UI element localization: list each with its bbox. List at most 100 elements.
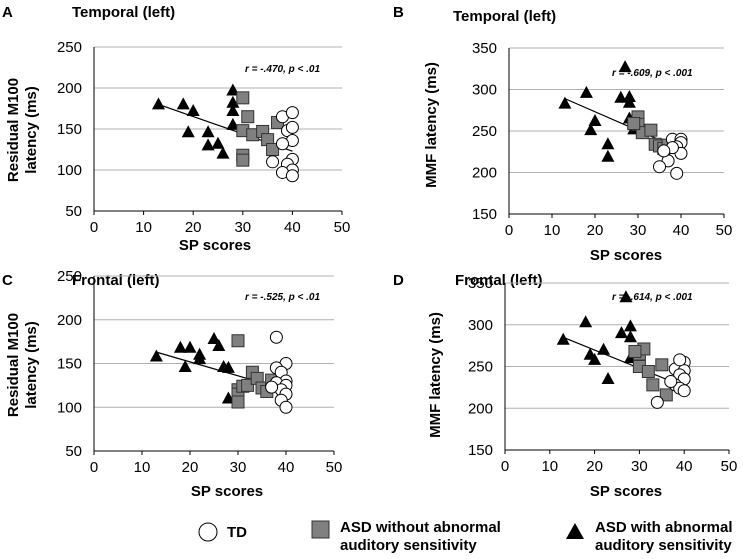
- x-tick-label-d: 40: [676, 458, 693, 475]
- panel-b: B Temporal (left) r = -.609, p < .001 MM…: [393, 4, 732, 264]
- panel-c: C Frontal (left) r = -.525, p < .01 Resi…: [2, 268, 342, 500]
- legend-label-td: TD: [227, 524, 247, 541]
- asd-with-point-a: [226, 95, 240, 108]
- asd-with-point-c: [212, 339, 226, 351]
- asd-without-point-d: [655, 358, 669, 372]
- x-tick-label-d: 50: [721, 458, 738, 475]
- x-tick-label-d: 0: [501, 458, 509, 475]
- asd-with-point-b: [601, 149, 615, 162]
- td-point-d: [673, 353, 687, 367]
- y-tick-label-c: 250: [57, 268, 82, 285]
- y-axis-label-c-line1: Residual M100: [5, 313, 22, 417]
- td-point-a: [285, 106, 299, 120]
- x-tick-label-d: 30: [631, 458, 648, 475]
- asd-with-point-d: [588, 352, 602, 365]
- td-point-b: [657, 144, 671, 158]
- asd-with-point-b: [614, 90, 628, 103]
- asd-without-point-a: [236, 153, 250, 167]
- x-tick-label-a: 0: [90, 219, 98, 236]
- panel-a: A Temporal (left) r = -.470, p < .01 Res…: [2, 4, 350, 254]
- y-axis-label-a-line2: latency (ms): [23, 86, 40, 174]
- asd-with-point-a: [151, 97, 165, 110]
- y-tick-label-a: 100: [57, 162, 82, 179]
- asd-with-point-c: [221, 360, 235, 373]
- td-point-a: [266, 155, 280, 169]
- asd-with-point-a: [201, 138, 215, 151]
- asd-without-point-d: [646, 378, 660, 392]
- y-tick-label-d: 350: [468, 275, 493, 292]
- y-tick-label-c: 100: [57, 399, 82, 416]
- x-tick-label-a: 30: [234, 219, 251, 236]
- x-axis-label-c: SP scores: [191, 483, 263, 500]
- asd-with-point-a: [226, 103, 240, 116]
- x-tick-label-a: 50: [334, 219, 351, 236]
- x-tick-label-c: 40: [278, 459, 295, 476]
- asd-with-point-c: [173, 340, 187, 353]
- asd-without-point-c: [231, 395, 245, 409]
- asd-with-point-b: [584, 123, 598, 136]
- asd-with-point-b: [618, 60, 632, 73]
- x-tick-label-c: 50: [326, 459, 343, 476]
- y-tick-label-c: 200: [57, 312, 82, 329]
- asd-with-point-c: [149, 349, 163, 362]
- y-tick-label-b: 350: [472, 40, 497, 57]
- asd-without-point-c: [231, 334, 245, 348]
- asd-with-point-c: [183, 340, 197, 353]
- asd-with-point-d: [623, 319, 637, 332]
- asd-with-point-b: [588, 114, 602, 127]
- asd-without-point-b: [627, 117, 641, 131]
- legend-item-asd-without: ASD without abnormal auditory sensitivit…: [311, 519, 501, 554]
- panel-d: D Frontal (left) r = -.614, p < .001 MMF…: [393, 272, 737, 500]
- x-tick-label-c: 0: [90, 459, 98, 476]
- y-tick-label-c: 150: [57, 356, 82, 373]
- legend-item-td: TD: [198, 522, 247, 542]
- y-tick-label-b: 150: [472, 206, 497, 223]
- x-tick-label-c: 20: [182, 459, 199, 476]
- y-axis-label-a-line1: Residual M100: [5, 78, 22, 182]
- x-axis-label-b: SP scores: [590, 247, 662, 264]
- legend-label-asd-with-line1: ASD with abnormal: [595, 519, 733, 536]
- x-tick-label-a: 20: [185, 219, 202, 236]
- x-tick-label-c: 30: [230, 459, 247, 476]
- asd-with-point-a: [226, 83, 240, 96]
- asd-with-point-a: [216, 146, 230, 159]
- x-tick-label-d: 10: [541, 458, 558, 475]
- td-point-d: [650, 395, 664, 409]
- y-tick-label-a: 200: [57, 80, 82, 97]
- td-point-a: [275, 137, 289, 151]
- panel-letter-b: B: [393, 4, 404, 21]
- x-axis-label-d: SP scores: [590, 483, 662, 500]
- stat-annotation-a: r = -.470, p < .01: [245, 64, 320, 75]
- asd-without-point-b: [644, 123, 658, 137]
- asd-without-point-d: [641, 365, 655, 379]
- x-tick-label-b: 40: [673, 222, 690, 239]
- panel-title-b: Temporal (left): [453, 8, 556, 25]
- asd-with-point-a: [181, 125, 195, 138]
- asd-without-point-c: [241, 378, 255, 392]
- y-tick-label-d: 200: [468, 400, 493, 417]
- legend-marker-td: [198, 522, 218, 542]
- asd-with-point-b: [579, 85, 593, 98]
- stat-annotation-d: r = -.614, p < .001: [612, 292, 693, 303]
- x-tick-label-d: 20: [586, 458, 603, 475]
- y-tick-label-a: 150: [57, 121, 82, 138]
- asd-with-point-a: [226, 117, 240, 130]
- x-tick-label-b: 50: [716, 222, 733, 239]
- x-tick-label-a: 10: [135, 219, 152, 236]
- x-tick-label-a: 40: [284, 219, 301, 236]
- asd-without-point-d: [628, 344, 642, 358]
- td-point-c: [269, 330, 283, 344]
- panel-letter-d: D: [393, 272, 404, 289]
- stat-annotation-b: r = -.609, p < .001: [612, 68, 693, 79]
- panel-title-d: Frontal (left): [455, 272, 543, 289]
- y-tick-label-d: 250: [468, 359, 493, 376]
- legend-label-asd-without-line1: ASD without abnormal: [340, 519, 501, 536]
- td-point-d: [677, 384, 691, 398]
- asd-without-point-d: [659, 388, 673, 402]
- x-tick-label-b: 10: [544, 222, 561, 239]
- asd-with-point-d: [623, 330, 637, 343]
- x-tick-label-b: 30: [630, 222, 647, 239]
- td-point-b: [653, 160, 666, 174]
- legend-marker-asd-without: [311, 520, 330, 539]
